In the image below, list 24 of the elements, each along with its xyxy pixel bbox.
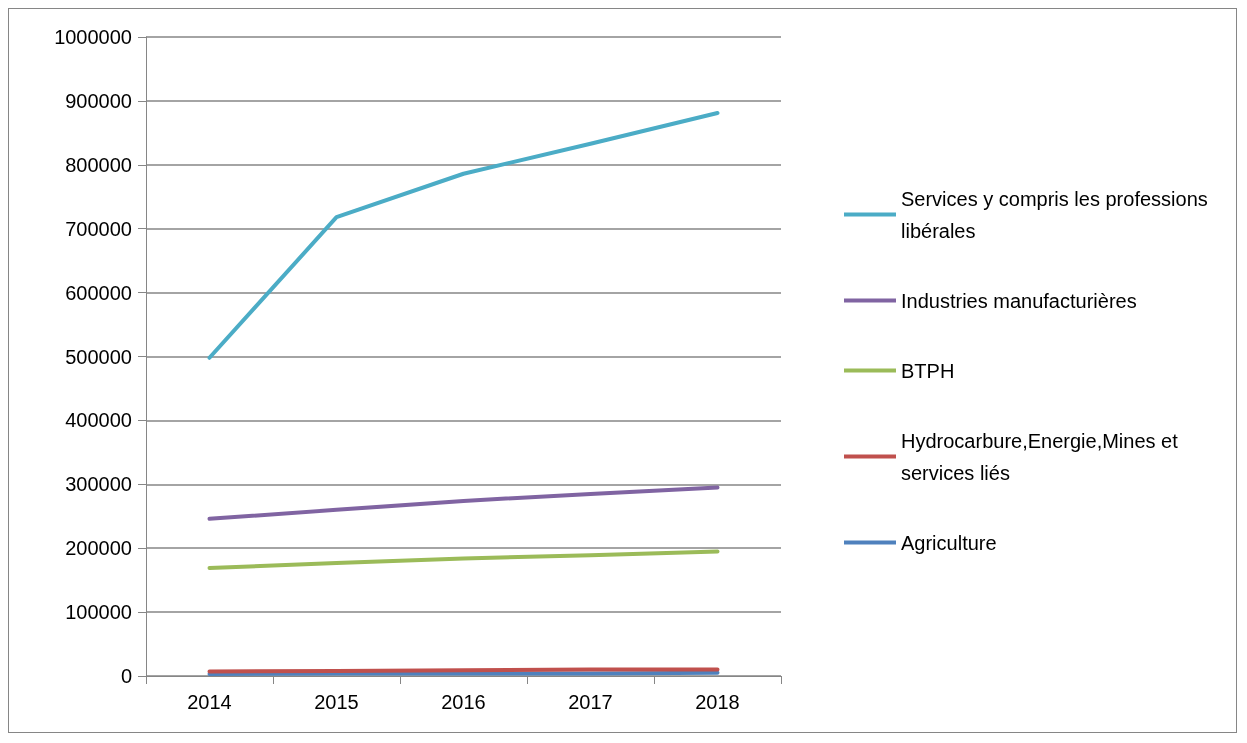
y-tick-label: 200000 <box>65 537 132 560</box>
legend-label: Industries manufacturières <box>901 289 1137 312</box>
y-tick-label: 1000000 <box>54 26 132 48</box>
legend-label: Agriculture <box>901 531 997 554</box>
y-tick-label: 400000 <box>65 409 132 432</box>
legend-label: Services y compris les professions libérales <box>901 187 1214 242</box>
x-tick-label: 2018 <box>695 691 740 713</box>
y-tick-label: 100000 <box>65 601 132 624</box>
x-tick-label: 2017 <box>568 691 613 713</box>
line-series <box>207 485 720 521</box>
x-tick-label: 2016 <box>441 691 486 713</box>
y-tick-label: 600000 <box>65 281 132 304</box>
line-series <box>207 111 720 360</box>
y-tick-label: 900000 <box>65 89 132 112</box>
y-tick-label: 300000 <box>65 473 132 496</box>
x-tick-label: 2015 <box>314 691 359 713</box>
legend-label: BTPH <box>901 359 955 382</box>
x-tick-label: 2014 <box>187 691 232 713</box>
y-tick-label: 500000 <box>65 345 132 368</box>
y-tick-label: 800000 <box>65 153 132 176</box>
y-tick-label: 700000 <box>65 217 132 240</box>
y-tick-label: 0 <box>120 665 132 687</box>
legend-label: Hydrocarbure,Energie,Mines et services liés <box>901 429 1184 484</box>
line-series <box>207 549 720 571</box>
